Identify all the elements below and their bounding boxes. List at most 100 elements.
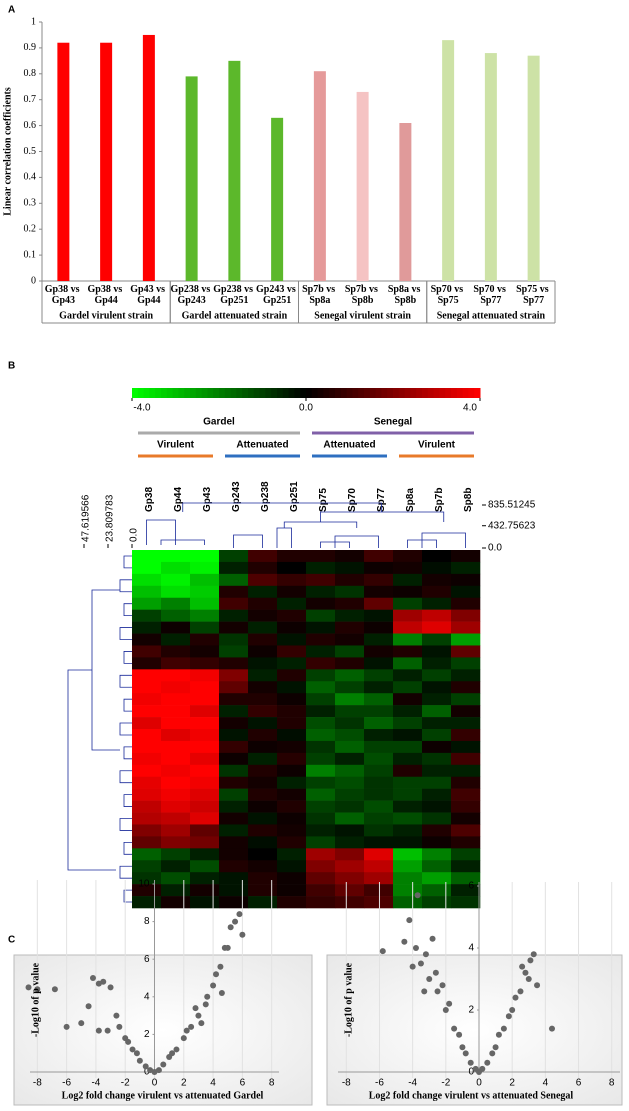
point <box>95 1027 102 1034</box>
heatmap-cell <box>451 717 481 730</box>
heatmap-cell <box>248 884 278 897</box>
heatmap-cell <box>335 597 365 610</box>
strain-label: Senegal <box>374 417 413 428</box>
colorbar-step <box>236 388 243 398</box>
heatmap-cell <box>364 884 394 897</box>
heatmap-cell <box>451 681 481 694</box>
colorbar-step <box>404 388 411 398</box>
point <box>432 969 439 976</box>
colorbar-step <box>242 388 249 398</box>
x-tick-line: Sp8a vs <box>388 284 423 295</box>
x-tick-label: -6 <box>375 1078 384 1089</box>
heatmap-cell <box>161 609 191 622</box>
heatmap-cell <box>364 848 394 861</box>
point <box>104 1027 111 1034</box>
heatmap-cell <box>277 764 307 778</box>
y-tick-label: 0.2 <box>24 223 37 234</box>
heatmap-cell <box>306 800 336 813</box>
heatmap-cell <box>364 693 394 706</box>
heatmap-cell <box>393 800 423 813</box>
dendrogram <box>160 539 205 545</box>
colorbar-tick-label: 4.0 <box>463 403 477 414</box>
heatmap-cell <box>219 824 249 837</box>
heatmap-cell <box>393 621 423 634</box>
heatmap-cell <box>422 681 452 694</box>
heatmap-cell <box>335 669 365 682</box>
heatmap-cell <box>422 585 452 599</box>
heatmap-cell <box>132 824 162 837</box>
dendrogram <box>123 794 132 807</box>
x-tick-label: -2 <box>441 1078 450 1089</box>
heatmap-cell <box>277 681 307 694</box>
heatmap-cell <box>277 824 307 837</box>
heatmap-cell <box>190 717 220 730</box>
heatmap-cell <box>451 729 481 742</box>
point <box>236 911 243 918</box>
heatmap-cell <box>190 800 220 813</box>
point <box>530 951 537 958</box>
heatmap-cell <box>190 884 220 897</box>
heatmap-cell <box>248 621 278 634</box>
column-label: Sp8a <box>405 488 416 512</box>
heatmap-cell <box>393 896 423 909</box>
heatmap-cell <box>132 717 162 730</box>
x-tick-line: Sp75 vs <box>516 284 551 295</box>
heatmap-cell <box>335 693 365 706</box>
dendrogram <box>182 502 382 512</box>
heatmap-cell <box>277 860 307 873</box>
heatmap-cell <box>422 597 452 610</box>
heatmap-cell <box>248 633 278 646</box>
heatmap-cell <box>451 764 481 778</box>
heatmap-cell <box>277 657 307 670</box>
x-tick-line: Gp44 <box>94 295 117 306</box>
y-tick-label: 0.3 <box>24 198 37 209</box>
heatmap-cell <box>306 681 336 694</box>
heatmap-cell <box>306 609 336 622</box>
heatmap-cell <box>248 800 278 813</box>
heatmap-cell <box>422 860 452 873</box>
heatmap-cell <box>132 860 162 873</box>
bar <box>399 123 412 281</box>
x-tick-label: 2 <box>181 1078 187 1089</box>
heatmap-cell <box>277 669 307 682</box>
colorbar-step <box>317 388 324 398</box>
bar <box>185 76 198 281</box>
heatmap-cell <box>422 693 452 706</box>
heatmap-cell <box>364 824 394 837</box>
heatmap-cell <box>248 669 278 682</box>
heatmap-cell <box>451 824 481 837</box>
heatmap-cell <box>335 848 365 861</box>
heatmap-cell <box>306 824 336 837</box>
heatmap-cell <box>451 693 481 706</box>
heatmap-cell <box>161 573 191 587</box>
heatmap-cell <box>161 848 191 861</box>
column-label: Sp70 <box>347 488 358 512</box>
bar <box>228 60 241 281</box>
heatmap-cell <box>364 740 394 754</box>
heatmap-cell <box>335 824 365 837</box>
colorbar-step <box>184 388 191 398</box>
heatmap-cell <box>219 860 249 873</box>
point <box>169 1050 176 1057</box>
bar <box>57 42 70 281</box>
group-label: Gardel virulent strain <box>59 310 153 321</box>
heatmap-cell <box>190 836 220 849</box>
heatmap-cell <box>306 585 336 599</box>
heatmap-cell <box>277 585 307 599</box>
heatmap-cell <box>393 573 423 587</box>
scale-tick-label: 432.75623 <box>488 520 536 531</box>
heatmap-cell <box>451 609 481 622</box>
scale-tick-label: 0.0 <box>129 528 140 542</box>
x-tick-line: Sp70 vs <box>473 284 508 295</box>
group-label: Senegal attenuated strain <box>437 310 546 321</box>
heatmap-cell <box>248 752 278 766</box>
bar <box>100 42 113 281</box>
heatmap-cell <box>393 681 423 694</box>
heatmap-cell <box>190 752 220 766</box>
heatmap-cell <box>393 776 423 789</box>
point <box>113 1012 120 1019</box>
heatmap-cell <box>451 872 481 885</box>
heatmap-cell <box>364 657 394 670</box>
point <box>173 1046 180 1053</box>
heatmap-cell <box>161 669 191 682</box>
